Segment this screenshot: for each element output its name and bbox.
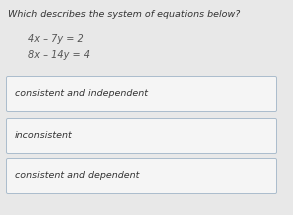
- Text: 8x – 14y = 4: 8x – 14y = 4: [28, 50, 90, 60]
- Text: Which describes the system of equations below?: Which describes the system of equations …: [8, 10, 240, 19]
- FancyBboxPatch shape: [6, 118, 277, 154]
- FancyBboxPatch shape: [6, 77, 277, 112]
- Text: inconsistent: inconsistent: [15, 132, 73, 140]
- Text: consistent and dependent: consistent and dependent: [15, 172, 139, 181]
- Text: consistent and independent: consistent and independent: [15, 89, 148, 98]
- FancyBboxPatch shape: [6, 158, 277, 194]
- Text: 4x – 7y = 2: 4x – 7y = 2: [28, 34, 84, 44]
